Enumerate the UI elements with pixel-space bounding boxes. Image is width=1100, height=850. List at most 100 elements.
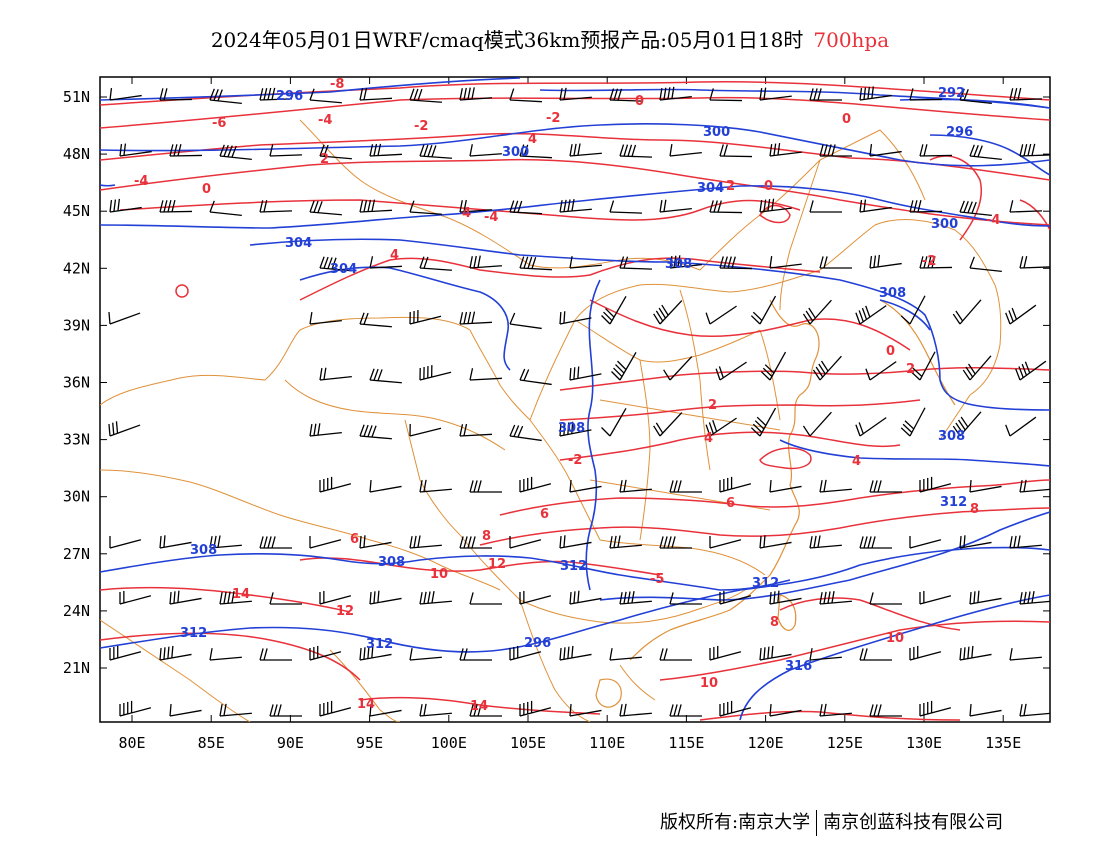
plot-frame [99,76,1051,723]
wind-barb [559,199,592,213]
wind-barb [319,590,352,605]
lat-tick-label: 33N [63,431,90,449]
wind-barb [1009,200,1043,213]
wind-barb [259,536,292,549]
wind-barb [459,423,492,437]
wind-barb [519,256,552,271]
lon-tick-label: 105E [510,734,546,752]
wind-barb [719,476,752,493]
wind-barb [369,590,402,605]
wind-barb [259,648,292,661]
wind-barb [459,536,492,549]
pressure-level: 700hpa [813,28,890,52]
hgt-label: 300 [931,217,958,232]
temp-label: 4 [528,132,537,147]
longitude-axis: 80E 85E 90E 95E 100E 105E 110E 115E 120E 125E 130E… [118,77,1021,752]
hgt-label: 300 [502,145,529,160]
temp-label: 4 [704,431,713,446]
temp-label: 4 [390,248,399,263]
wind-barb [319,367,352,381]
wind-barb [919,590,952,605]
height-contours [100,77,1050,721]
wind-barb [409,310,442,325]
wind-barb [559,311,592,325]
wind-barb [1019,591,1050,605]
wind-barb [1009,648,1042,661]
wind-barb [909,645,942,661]
wind-barb [519,590,552,605]
wind-barb [959,535,992,549]
wind-barb [419,365,452,381]
wind-barb [855,417,887,437]
temp-label: 6 [726,496,735,511]
wind-barb [509,200,542,215]
hgt-label: 308 [190,543,217,558]
wind-barb [119,590,152,605]
wind-barb [669,480,702,493]
wind-barb [519,368,552,386]
wind-barb [319,256,352,272]
hgt-label: 308 [378,555,405,570]
hgt-label: 312 [180,626,207,641]
map-title: 2024年05月01日WRF/cmaq模式36km预报产品:05月01日18时 7… [0,24,1100,53]
wind-barb [869,144,902,157]
wind-barb [759,535,792,549]
title-main: 2024年05月01日WRF/cmaq模式36km预报产品:05月01日18时 [210,28,804,52]
wind-barb [509,312,542,330]
wind-barb [855,305,887,325]
wind-barb [569,590,602,605]
temp-label: 2 [708,398,717,413]
china-borders [100,119,1002,722]
temp-label: 2 [726,179,735,194]
wind-barb [709,536,742,549]
wind-barb [269,704,302,717]
wind-barb [809,88,842,101]
temp-label: 2 [320,152,329,167]
lon-tick-label: 90E [277,734,304,752]
temp-label: 2 [906,362,915,377]
wind-barb [409,648,442,661]
wind-barb [962,355,992,381]
wind-barb [601,407,627,437]
wind-barb [109,645,142,661]
temp-label: 10 [700,676,718,691]
height-labels: 296 300 304 308 312 316 292 296 300 304 … [180,86,973,674]
wind-barb [705,417,737,437]
wind-barb [909,88,943,101]
credit-separator [816,810,818,836]
temp-label: -2 [568,453,582,468]
wind-barb [809,535,842,549]
wind-barb [919,476,952,493]
wind-barb [709,200,743,214]
coastline [595,299,956,708]
wind-barb [969,256,1002,272]
lat-tick-label: 45N [63,202,90,220]
wind-barb [1009,87,1043,101]
hgt-label: 304 [697,181,724,196]
wind-barb [309,423,342,437]
lat-tick-label: 48N [63,145,90,163]
lon-tick-label: 120E [748,734,784,752]
wind-barb [619,479,652,493]
lat-tick-label: 51N [63,88,90,106]
wind-barb [819,479,852,493]
wind-barb [219,591,252,605]
wind-barb [409,535,442,549]
wind-barb [619,703,652,717]
wind-barb [469,368,502,381]
credit-right: 南京创蓝科技有限公司 [823,812,1004,833]
temp-label: -4 [134,174,148,189]
wind-barb [569,703,602,717]
wind-barb [419,703,452,717]
wind-barb [609,88,643,102]
wind-barb [108,421,141,437]
wind-barb [559,87,592,101]
temp-label: 10 [430,567,448,582]
wind-barb [859,648,892,661]
wind-barb [509,536,542,549]
wind-barb [601,295,627,325]
wind-barb [1019,143,1050,157]
wind-barb [259,87,293,101]
hgt-label: 312 [560,559,587,574]
